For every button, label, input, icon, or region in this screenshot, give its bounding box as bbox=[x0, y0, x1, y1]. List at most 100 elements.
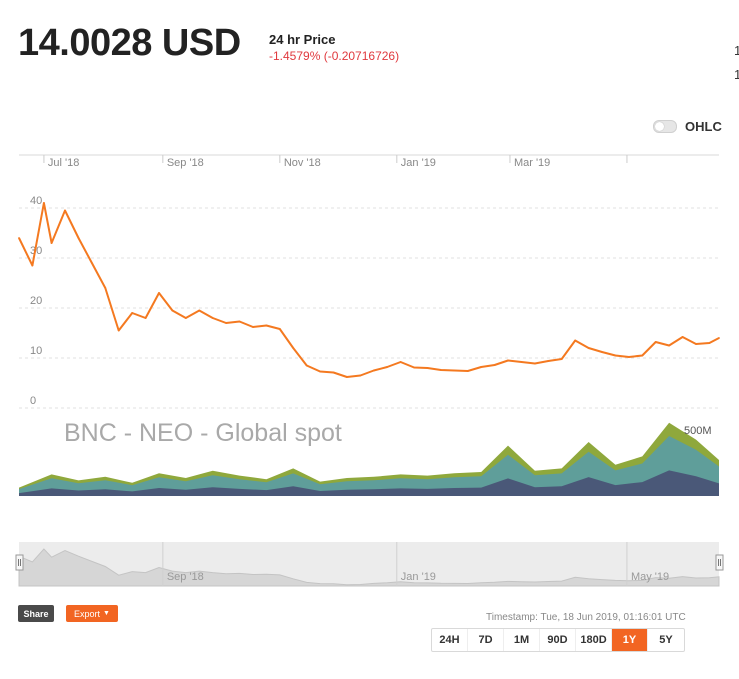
price-point bbox=[399, 361, 402, 363]
price-point bbox=[718, 337, 720, 339]
x-tick-label: Mar '19 bbox=[514, 157, 550, 169]
price-point bbox=[184, 317, 187, 319]
price-point bbox=[628, 356, 630, 358]
price-point bbox=[520, 361, 523, 363]
range-24h-button[interactable]: 24H bbox=[432, 629, 468, 651]
ohlc-toggle[interactable] bbox=[653, 120, 677, 133]
price-point bbox=[252, 326, 254, 328]
ohlc-toggle-wrap[interactable]: OHLC bbox=[653, 119, 722, 134]
change-label: 24 hr Price bbox=[269, 32, 336, 47]
x-tick-label: Sep '18 bbox=[167, 157, 204, 169]
range-7d-button[interactable]: 7D bbox=[468, 629, 504, 651]
chevron-down-icon: ▼ bbox=[103, 610, 110, 617]
chart-watermark: BNC - NEO - Global spot bbox=[64, 419, 342, 447]
price-point bbox=[265, 324, 268, 327]
navigator-label: May '19 bbox=[631, 571, 669, 583]
y-tick-label: 0 bbox=[30, 395, 36, 407]
price-point bbox=[50, 242, 53, 244]
range-1y-button[interactable]: 1Y bbox=[612, 629, 648, 651]
price-point bbox=[534, 362, 536, 365]
price-point bbox=[372, 369, 375, 372]
range-5y-button[interactable]: 5Y bbox=[659, 634, 673, 646]
price-point bbox=[278, 328, 281, 330]
price-point bbox=[560, 358, 563, 360]
y-tick-label: 20 bbox=[30, 295, 42, 307]
navigator-label: Sep '18 bbox=[167, 571, 204, 583]
y-tick-label: 40 bbox=[30, 195, 42, 207]
price-point bbox=[654, 341, 657, 343]
range-selector: 24H 7D 1M 90D 180D 1Y 5Y bbox=[431, 628, 685, 652]
navigator-label: Jan '19 bbox=[401, 571, 436, 583]
x-tick-label: Jul '18 bbox=[48, 157, 79, 169]
price-point bbox=[346, 376, 348, 378]
price-point bbox=[117, 329, 120, 332]
share-button[interactable]: Share bbox=[18, 605, 54, 622]
range-1m-button[interactable]: 1M bbox=[504, 629, 540, 651]
price-point bbox=[211, 317, 214, 319]
y-axis-labels: 0 10 20 30 40 bbox=[30, 195, 42, 407]
range-90d-button[interactable]: 90D bbox=[540, 629, 576, 651]
price-point bbox=[587, 347, 590, 349]
price-point bbox=[332, 371, 335, 374]
volume-tick-label: 500M bbox=[684, 425, 712, 437]
x-axis-labels: Jul '18 Sep '18 Nov '18 Jan '19 Mar '19 bbox=[48, 157, 550, 169]
chart-grid bbox=[19, 154, 719, 409]
price-point bbox=[319, 370, 321, 373]
price-point bbox=[386, 366, 389, 368]
price-point bbox=[413, 366, 415, 369]
side-value-top: 1 bbox=[734, 43, 739, 58]
side-value-bottom: 1 bbox=[734, 67, 739, 82]
price-point bbox=[668, 344, 670, 347]
price-point bbox=[144, 317, 147, 319]
price-point bbox=[440, 369, 442, 371]
price-point bbox=[104, 287, 107, 289]
price-point bbox=[601, 351, 603, 353]
price-point bbox=[91, 262, 93, 264]
export-label: Export bbox=[74, 608, 101, 619]
range-180d-button[interactable]: 180D bbox=[576, 629, 612, 651]
y-tick-label: 30 bbox=[30, 245, 42, 257]
price-point bbox=[43, 202, 45, 204]
price-point bbox=[18, 237, 20, 239]
price-point bbox=[77, 237, 80, 239]
price-point bbox=[641, 354, 644, 357]
price-point bbox=[359, 374, 362, 377]
volume-layer-teal bbox=[19, 436, 719, 496]
export-button[interactable]: Export ▼ bbox=[66, 605, 118, 622]
price-series bbox=[18, 202, 720, 378]
price-point bbox=[64, 209, 66, 212]
price-point bbox=[480, 366, 483, 368]
volume-layer-navy bbox=[19, 470, 719, 496]
change-value: -1.4579% (-0.20716726) bbox=[269, 49, 400, 63]
price-point bbox=[292, 347, 295, 349]
price-point bbox=[158, 292, 160, 294]
price-point bbox=[31, 264, 34, 267]
price-point bbox=[305, 364, 308, 367]
navigator-series bbox=[18, 548, 720, 587]
y-tick-label: 10 bbox=[30, 345, 42, 357]
price-point bbox=[225, 322, 228, 324]
price-point bbox=[493, 364, 496, 366]
navigator-handle bbox=[715, 554, 724, 571]
navigator: Sep '18 Jan '19 May '19 bbox=[15, 542, 724, 587]
price-point bbox=[547, 360, 550, 362]
price-point bbox=[238, 320, 241, 323]
ohlc-label: OHLC bbox=[685, 119, 722, 134]
x-tick-label: Jan '19 bbox=[401, 157, 436, 169]
price-point bbox=[171, 309, 174, 312]
price-point bbox=[426, 367, 429, 369]
timestamp: Timestamp: Tue, 18 Jun 2019, 01:16:01 UT… bbox=[486, 612, 686, 623]
x-tick-label: Nov '18 bbox=[284, 157, 321, 169]
price-point bbox=[507, 359, 509, 362]
price-point bbox=[695, 343, 697, 345]
price-line bbox=[18, 202, 720, 378]
price-point bbox=[198, 309, 201, 312]
navigator-handle bbox=[15, 554, 24, 571]
price-point bbox=[466, 370, 469, 372]
price-chart[interactable]: Jul '18 Sep '18 Nov '18 Jan '19 Mar '19 0 10 2… bbox=[0, 0, 739, 600]
price-point bbox=[574, 339, 577, 342]
price-point bbox=[453, 369, 456, 372]
current-price: 14.0028 USD bbox=[18, 22, 241, 64]
price-point bbox=[131, 312, 134, 314]
price-point bbox=[681, 336, 684, 338]
